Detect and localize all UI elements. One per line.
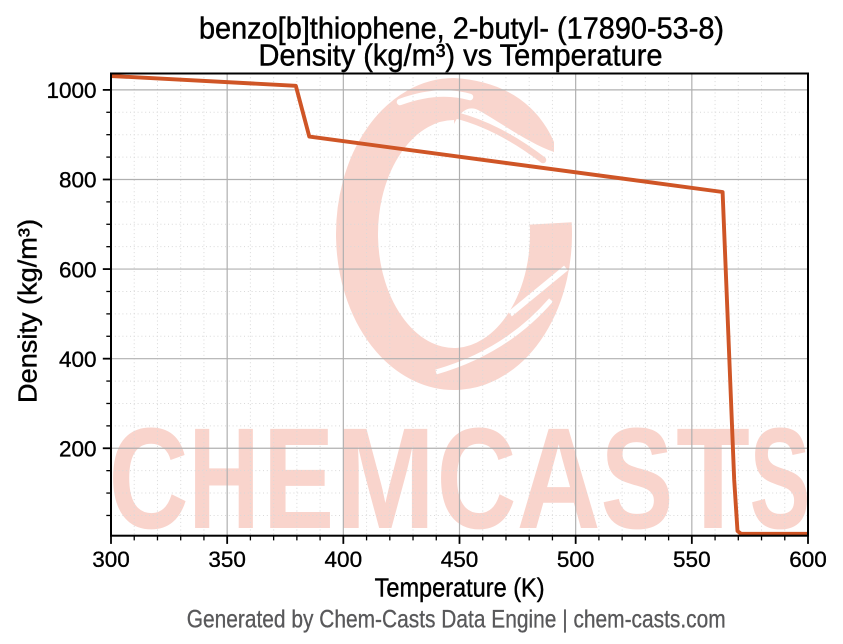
svg-text:800: 800 [59, 168, 97, 193]
svg-text:Density (kg/m³): Density (kg/m³) [15, 219, 43, 403]
svg-text:450: 450 [441, 547, 479, 572]
svg-text:C: C [109, 398, 189, 559]
svg-text:300: 300 [92, 547, 130, 572]
svg-text:Density (kg/m³) vs Temperature: Density (kg/m³) vs Temperature [259, 39, 663, 73]
svg-text:1000: 1000 [46, 78, 96, 103]
svg-text:E: E [263, 398, 334, 559]
svg-text:600: 600 [789, 547, 827, 572]
svg-text:Generated by Chem-Casts Data E: Generated by Chem-Casts Data Engine | ch… [187, 605, 726, 633]
svg-text:600: 600 [59, 257, 97, 282]
svg-text:200: 200 [59, 437, 97, 462]
svg-text:550: 550 [673, 547, 711, 572]
svg-text:400: 400 [325, 547, 363, 572]
svg-text:S: S [601, 398, 674, 559]
svg-text:500: 500 [557, 547, 595, 572]
svg-text:350: 350 [208, 547, 246, 572]
svg-text:Temperature (K): Temperature (K) [375, 574, 545, 602]
svg-text:M: M [335, 398, 435, 559]
svg-text:H: H [189, 398, 260, 559]
svg-text:400: 400 [59, 347, 97, 372]
svg-text:benzo[b]thiophene, 2-butyl- (1: benzo[b]thiophene, 2-butyl- (17890-53-8) [199, 12, 724, 46]
svg-text:A: A [517, 398, 601, 559]
svg-text:C: C [437, 398, 517, 559]
